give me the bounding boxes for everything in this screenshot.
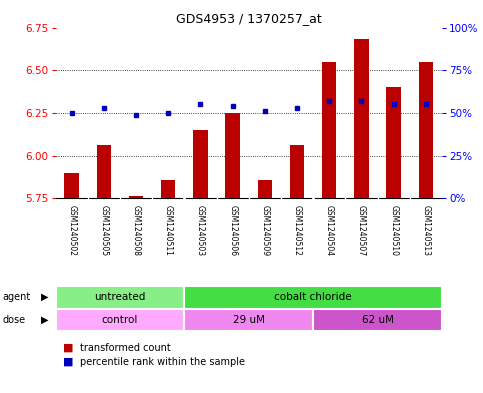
Text: GSM1240511: GSM1240511 — [164, 206, 173, 256]
Text: GSM1240503: GSM1240503 — [196, 206, 205, 257]
Bar — [97, 145, 111, 198]
Text: percentile rank within the sample: percentile rank within the sample — [80, 356, 245, 367]
Bar — [419, 62, 433, 198]
Text: cobalt chloride: cobalt chloride — [274, 292, 352, 302]
Bar — [185, 286, 442, 309]
Bar — [313, 309, 442, 331]
Bar — [290, 145, 304, 198]
Text: GSM1240510: GSM1240510 — [389, 206, 398, 256]
Text: control: control — [102, 315, 138, 325]
Bar — [129, 196, 143, 198]
Bar — [257, 180, 272, 198]
Text: GSM1240513: GSM1240513 — [421, 206, 430, 256]
Bar — [322, 62, 337, 198]
Text: GSM1240505: GSM1240505 — [99, 206, 108, 257]
Text: GSM1240508: GSM1240508 — [131, 206, 141, 256]
Bar — [193, 130, 208, 198]
Text: GSM1240502: GSM1240502 — [67, 206, 76, 256]
Text: untreated: untreated — [94, 292, 146, 302]
Text: GSM1240512: GSM1240512 — [293, 206, 301, 256]
Text: GSM1240509: GSM1240509 — [260, 206, 270, 257]
Bar — [56, 286, 185, 309]
Text: GSM1240506: GSM1240506 — [228, 206, 237, 257]
Text: agent: agent — [2, 292, 30, 302]
Text: 62 uM: 62 uM — [362, 315, 394, 325]
Text: GSM1240504: GSM1240504 — [325, 206, 334, 257]
Text: 29 uM: 29 uM — [233, 315, 265, 325]
Bar — [386, 87, 401, 198]
Text: ■: ■ — [63, 356, 73, 367]
Bar — [161, 180, 175, 198]
Text: transformed count: transformed count — [80, 343, 170, 353]
Text: dose: dose — [2, 315, 26, 325]
Text: ▶: ▶ — [41, 315, 48, 325]
Bar — [56, 309, 185, 331]
Bar — [185, 309, 313, 331]
Text: ▶: ▶ — [41, 292, 48, 302]
Bar — [354, 39, 369, 198]
Bar — [226, 113, 240, 198]
Text: GSM1240507: GSM1240507 — [357, 206, 366, 257]
Title: GDS4953 / 1370257_at: GDS4953 / 1370257_at — [176, 12, 322, 25]
Text: ■: ■ — [63, 343, 73, 353]
Bar — [64, 173, 79, 198]
